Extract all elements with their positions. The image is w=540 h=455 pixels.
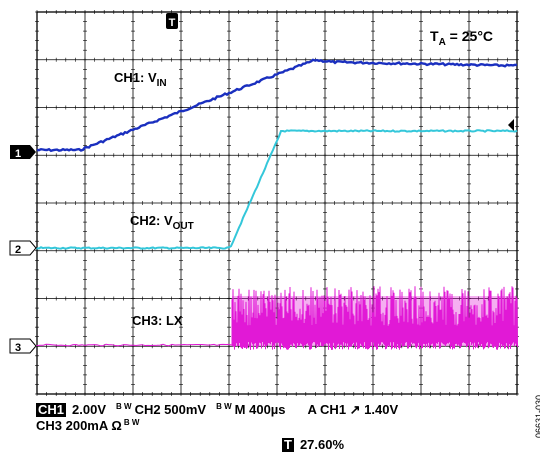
trigger-position-value: 27.60% xyxy=(299,437,345,452)
bandwidth-mark-ch3: B W xyxy=(123,418,140,427)
ch1-scale: 2.00V xyxy=(72,402,106,417)
trigger-position-readout: T 27.60% xyxy=(282,437,344,452)
ch3-switching-envelope xyxy=(232,296,517,346)
waveform-traces xyxy=(36,58,518,350)
svg-text:3: 3 xyxy=(15,342,21,354)
timebase: M 400µs xyxy=(234,402,286,417)
channel-3-marker: 3 xyxy=(9,338,37,354)
svg-text:1: 1 xyxy=(15,148,21,160)
ch1-vin-trace xyxy=(36,58,518,153)
trigger-position-marker: T xyxy=(166,13,178,29)
ch1-badge: CH1 xyxy=(36,402,67,417)
ch2-scale: CH2 500mV xyxy=(134,402,207,417)
bandwidth-mark-timebase: B W xyxy=(216,402,232,411)
trigger-setting: A CH1 ↗ 1.40V xyxy=(307,402,399,417)
bandwidth-mark-ch1: B W xyxy=(116,402,132,411)
ambient-temp-label: TA = 25°C xyxy=(430,28,493,48)
trigger-level-marker xyxy=(508,119,514,131)
ch2-trace-label: CH2: VOUT xyxy=(130,213,194,232)
ch3-scale: CH3 200mA Ω xyxy=(36,418,122,433)
svg-text:2: 2 xyxy=(15,244,21,256)
trigger-position-icon: T xyxy=(282,437,294,452)
trigger-marker-glyph: T xyxy=(169,17,176,29)
ch3-trace-label: CH3: LX xyxy=(132,313,183,328)
figure-reference: 06631-030 xyxy=(534,395,540,439)
ch3-lx-trace xyxy=(36,286,518,350)
ch1-trace-label: CH1: VIN xyxy=(114,70,167,89)
ch2-vout-trace xyxy=(36,129,518,250)
channel-2-marker: 2 xyxy=(9,240,37,256)
channel-1-marker: 1 xyxy=(10,145,36,160)
